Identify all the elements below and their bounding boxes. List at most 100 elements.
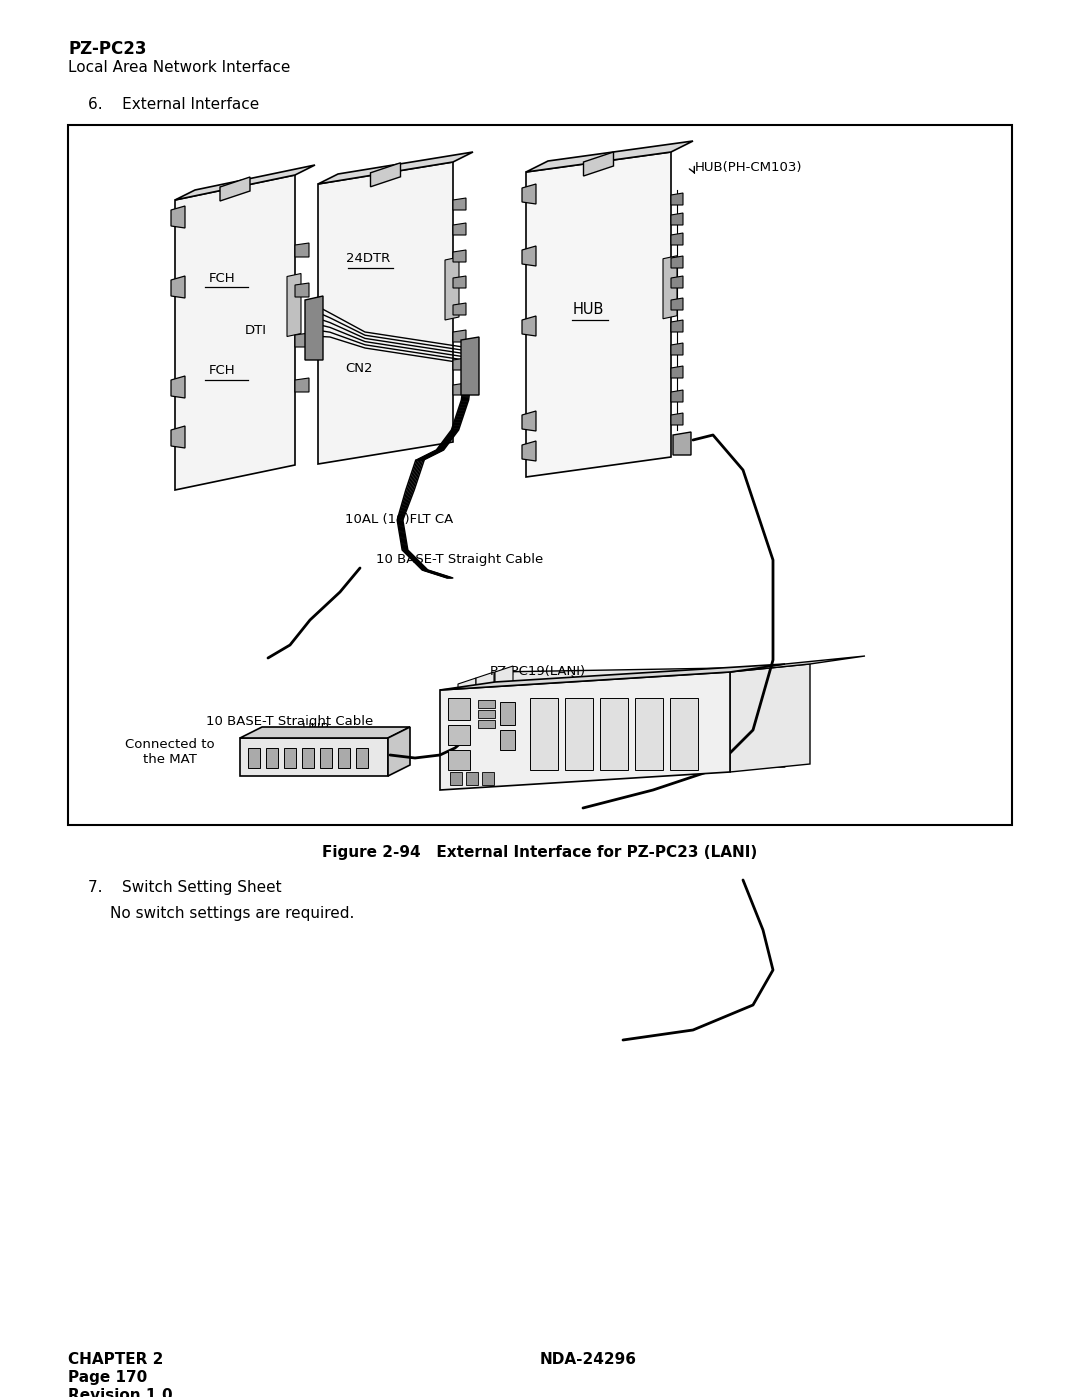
Bar [500,703,515,725]
Polygon shape [522,184,536,204]
Polygon shape [671,414,683,425]
Polygon shape [526,141,693,172]
Polygon shape [453,303,465,314]
Text: 10 BASE-T Straight Cable: 10 BASE-T Straight Cable [206,715,374,728]
Bar [320,747,332,768]
Polygon shape [730,664,810,773]
Bar [448,725,470,745]
Bar [670,698,698,770]
Polygon shape [295,332,309,346]
Text: 24DTR: 24DTR [346,251,390,264]
Polygon shape [295,243,309,257]
Polygon shape [453,250,465,263]
Text: 7.    Switch Setting Sheet: 7. Switch Setting Sheet [87,880,282,895]
Text: Revision 1.0: Revision 1.0 [68,1389,173,1397]
Bar [478,710,495,718]
Text: Page 170: Page 170 [68,1370,147,1384]
Polygon shape [388,726,410,775]
Polygon shape [171,426,185,448]
Text: CHAPTER 2: CHAPTER 2 [68,1352,163,1368]
Polygon shape [730,657,865,672]
Polygon shape [671,212,683,225]
Bar [465,773,478,785]
Polygon shape [671,233,683,244]
Text: 10 BASE-T Straight Cable: 10 BASE-T Straight Cable [376,553,543,567]
Polygon shape [461,337,480,395]
Bar [338,747,350,768]
Polygon shape [453,383,465,395]
Bar [530,698,558,770]
Polygon shape [495,666,513,773]
Polygon shape [453,330,465,342]
Polygon shape [671,193,683,205]
Polygon shape [318,152,473,184]
Text: No switch settings are required.: No switch settings are required. [110,907,354,921]
Polygon shape [495,666,785,773]
Bar [448,750,470,770]
Polygon shape [583,152,613,176]
Polygon shape [671,320,683,332]
Polygon shape [287,274,301,337]
Polygon shape [220,177,249,201]
Polygon shape [522,246,536,265]
Text: FCH: FCH [208,363,235,377]
Polygon shape [171,277,185,298]
Polygon shape [526,152,671,476]
Polygon shape [295,284,309,298]
Polygon shape [440,664,785,690]
Bar [500,731,515,750]
Polygon shape [171,376,185,398]
Text: CN2: CN2 [346,362,373,374]
Bar [266,747,278,768]
Bar [600,698,627,770]
Text: NDA-24296: NDA-24296 [540,1352,637,1368]
Text: PZ-PC19(LANI): PZ-PC19(LANI) [490,665,586,679]
Bar [482,773,494,785]
Bar [448,698,470,719]
Polygon shape [671,277,683,288]
Text: Figure 2-94   External Interface for PZ-PC23 (LANI): Figure 2-94 External Interface for PZ-PC… [322,845,758,861]
Polygon shape [175,165,315,200]
Polygon shape [663,256,677,319]
Text: Local Area Network Interface: Local Area Network Interface [68,60,291,75]
Bar [478,719,495,728]
Polygon shape [671,344,683,355]
Bar [302,747,314,768]
Text: HUB: HUB [301,721,330,735]
Polygon shape [453,358,465,370]
Text: HUB: HUB [572,303,604,317]
Polygon shape [295,379,309,393]
Polygon shape [453,224,465,235]
Text: PZ-PC23(LANI): PZ-PC23(LANI) [490,682,586,694]
Text: 10AL (10)FLT CA: 10AL (10)FLT CA [345,514,454,527]
Bar [565,698,593,770]
Bar [356,747,368,768]
Polygon shape [240,726,410,738]
Text: 10 BASE-T Straight Cable: 10 BASE-T Straight Cable [482,715,649,728]
Polygon shape [453,277,465,288]
Polygon shape [671,390,683,402]
Polygon shape [175,175,295,490]
Polygon shape [171,205,185,228]
Polygon shape [453,198,465,210]
Bar [478,700,495,708]
Bar [68,124,1012,826]
Polygon shape [671,366,683,379]
Text: 100 BASE-TX Straight Cable: 100 BASE-TX Straight Cable [473,743,658,757]
Text: FCH: FCH [208,271,235,285]
Bar [248,747,260,768]
Text: DTI: DTI [245,324,267,337]
Polygon shape [240,738,388,775]
Polygon shape [318,162,453,464]
Polygon shape [671,298,683,310]
Polygon shape [522,411,536,432]
Polygon shape [305,296,323,360]
Polygon shape [522,441,536,461]
Text: HUB(PH-CM103): HUB(PH-CM103) [696,162,802,175]
Polygon shape [370,163,401,187]
Bar [284,747,296,768]
Text: 6.    External Interface: 6. External Interface [87,96,259,112]
Polygon shape [476,672,494,778]
Polygon shape [440,672,730,789]
Text: Connected to
the MAT: Connected to the MAT [125,738,215,766]
